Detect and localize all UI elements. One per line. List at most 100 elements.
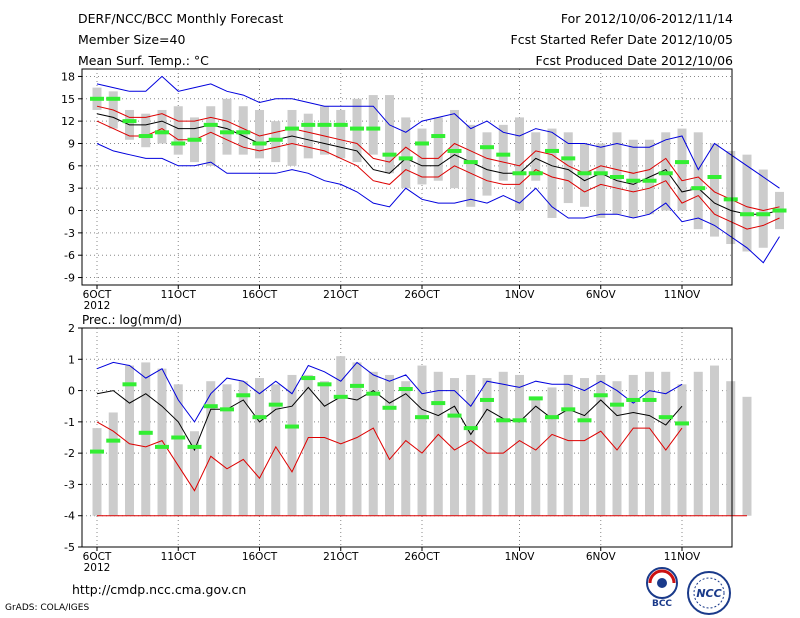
ensemble-box	[417, 128, 427, 185]
ensemble-box	[693, 132, 703, 230]
observation-mark	[772, 208, 787, 213]
observation-mark	[90, 96, 104, 101]
observation-mark	[431, 134, 446, 139]
plot-frame	[81, 327, 733, 548]
ensemble-box	[255, 109, 264, 159]
observation-mark	[463, 426, 478, 431]
x-tick-label: 26OCT	[404, 289, 440, 301]
observation-mark	[610, 175, 624, 179]
observation-mark	[756, 212, 771, 217]
ensemble-box	[336, 356, 346, 516]
ensemble-box	[563, 132, 573, 204]
ensemble-box	[612, 381, 622, 516]
observation-mark	[447, 413, 462, 418]
envelope-min-line	[96, 143, 780, 264]
observation-mark	[366, 126, 381, 131]
x-tick-label: 6OCT	[83, 289, 112, 301]
y-tick-label: -4	[64, 510, 75, 523]
ensemble-box	[580, 378, 589, 516]
y-tick-label: 0	[68, 205, 75, 218]
ensemble-box	[531, 396, 541, 516]
x-tick-label: 1NOV	[505, 289, 536, 301]
ensemble-box	[173, 106, 183, 155]
produced-date: Fcst Produced Date 2012/10/06	[535, 53, 733, 68]
observation-mark	[528, 396, 543, 401]
ensemble-box	[515, 374, 524, 516]
observation-mark	[415, 141, 429, 146]
observation-mark	[285, 126, 299, 131]
ensemble-box	[320, 381, 329, 516]
source-url[interactable]: http://cmdp.ncc.cma.gov.cn	[72, 582, 247, 597]
y-tick-label: -6	[64, 249, 75, 262]
x-tick-label: 11OCT	[161, 551, 197, 563]
ensemble-box	[482, 132, 492, 196]
observation-mark	[545, 148, 559, 153]
observation-mark	[252, 141, 267, 146]
observation-mark	[675, 421, 689, 426]
plot-frame	[81, 68, 733, 286]
observation-mark	[382, 405, 397, 410]
ensemble-box	[433, 371, 443, 516]
observation-mark	[333, 122, 348, 127]
y-tick-label: -3	[64, 227, 75, 240]
ensemble-box	[352, 362, 362, 516]
ensemble-box	[547, 128, 557, 218]
y-tick-label: 6	[68, 160, 75, 173]
start-date: Fcst Started Refer Date 2012/10/05	[510, 32, 734, 47]
ensemble-box	[157, 109, 167, 144]
ensemble-box	[173, 384, 183, 516]
x-tick-label: 1NOV	[505, 551, 536, 563]
observation-mark	[626, 397, 641, 402]
ensemble-box	[206, 106, 216, 166]
member-size: Member Size=40	[78, 32, 186, 47]
observation-mark	[528, 171, 543, 176]
ensemble-box	[466, 124, 476, 207]
x-tick-label: 26OCT	[404, 551, 440, 563]
observation-mark	[496, 418, 511, 423]
bcc-logo: BCC	[646, 567, 678, 609]
ensemble-box	[677, 384, 687, 516]
ensemble-box	[92, 428, 102, 516]
observation-mark	[203, 404, 218, 409]
observation-mark	[675, 160, 689, 165]
observation-mark	[626, 178, 641, 183]
ncc-logo: NCC	[687, 571, 731, 615]
x-tick-label: 11NOV	[664, 289, 701, 301]
ensemble-box	[141, 362, 151, 516]
ensemble-box	[563, 374, 573, 516]
ensemble-box	[287, 374, 297, 516]
observation-mark	[268, 402, 283, 407]
observation-mark	[642, 397, 657, 402]
upper-line	[96, 105, 780, 212]
x-tick-label: 21OCT	[323, 289, 359, 301]
observation-mark	[707, 175, 722, 179]
variable-label: Mean Surf. Temp.: °C	[78, 53, 209, 68]
observation-mark	[545, 415, 559, 420]
ensemble-box	[157, 368, 167, 516]
x-tick-label: 6OCT	[83, 551, 112, 563]
observation-mark	[642, 178, 657, 183]
ensemble-box	[238, 381, 248, 516]
ensemble-box	[222, 384, 232, 516]
observation-mark	[382, 152, 397, 157]
observation-mark	[577, 418, 592, 423]
ensemble-box	[108, 412, 118, 516]
y-tick-label: 2	[68, 322, 75, 335]
observation-mark	[415, 415, 429, 420]
observation-mark	[610, 402, 624, 407]
x-tick-label: 11OCT	[161, 289, 197, 301]
ensemble-box	[385, 374, 394, 516]
header-left: DERF/NCC/BCC Monthly Forecast Member Siz…	[78, 10, 283, 73]
envelope-max-line	[96, 75, 780, 189]
panel-title: Prec.: log(mm/d)	[82, 313, 182, 327]
ensemble-box	[547, 387, 557, 516]
ensemble-box	[596, 374, 606, 516]
ensemble-box	[303, 374, 313, 516]
observation-mark	[431, 401, 446, 406]
forecast-title: DERF/NCC/BCC Monthly Forecast	[78, 11, 284, 26]
y-tick-label: -2	[64, 447, 75, 460]
observation-mark	[366, 391, 381, 396]
